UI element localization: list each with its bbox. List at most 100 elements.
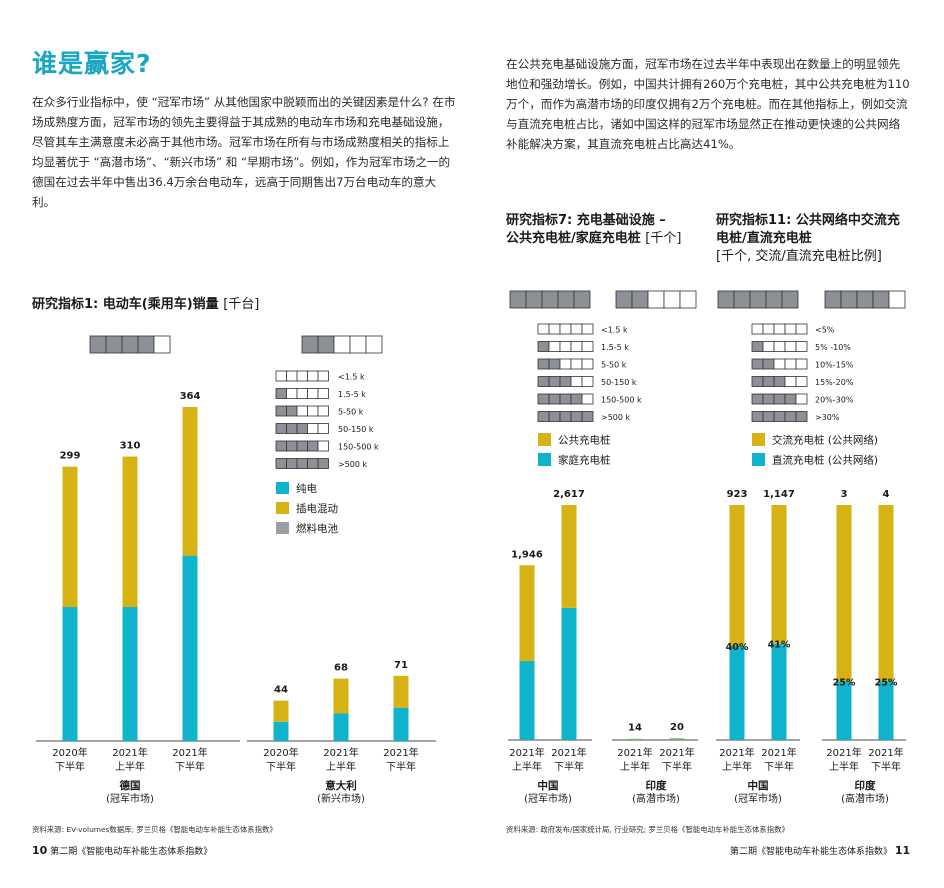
chart1-legend-maturity-1-box [286,388,298,399]
chart1-legend-maturity-4 [275,440,329,452]
chart1-total-label: 71 [394,660,408,671]
chart11-legend-maturity-2-box [751,358,764,370]
chart7-bar-家庭充电桩 [519,660,535,740]
chart11-legend-maturity-5-box [751,411,764,422]
chart11-group-name: 印度 [855,779,876,792]
chart1-legend-maturity-4-box [317,440,329,452]
chart7-maturity-strip-1-box [631,290,649,309]
right-source-note: 资料来源: 政府发布/国家统计局, 行业研究; 罗兰贝格《智能电动车补能生态体系… [506,825,789,834]
chart11-maturity-strip-1-box [824,290,842,309]
chart1-maturity-strip-1-box [317,335,335,354]
chart11-bar-直流充电桩 (公共网络) [878,681,894,740]
chart11-legend-maturity-0-box [795,323,808,335]
chart7-legend-maturity-3 [537,376,594,387]
chart7-legend-label: 家庭充电桩 [558,454,611,467]
chart1-legend-maturity-label: <1.5 k [338,373,365,382]
chart11-legend-maturity-1 [751,341,808,352]
chart11-legend-maturity-1-box [751,341,764,352]
chart7-legend-maturity-4-box [581,393,594,405]
chart11-legend-maturity-0-box [762,323,775,335]
chart7-legend-maturity-1 [537,341,594,352]
chart1-maturity-strip-0 [89,335,171,354]
chart1-legend-maturity-label: 150-500 k [338,443,379,452]
chart11-legend-maturity-1-box [773,341,786,352]
chart11-legend-maturity-3 [751,376,808,387]
chart11-legend-maturity-5-box [795,411,808,422]
chart1-bar-插电混动 [122,456,138,608]
chart11-legend-maturity-2-box [773,358,786,370]
chart11-x-tick: 2021年 [761,746,796,759]
chart7-legend-maturity-3-box [581,376,594,387]
chart7-bar-家庭充电桩 [627,739,643,740]
chart7-x-tick: 上半年 [512,760,542,773]
chart7-legend-maturity-5-box [559,411,572,422]
chart1-legend-swatch [276,502,289,514]
chart1-legend-maturity-1-box [296,388,308,399]
chart1-legend-maturity-label: 5-50 k [338,408,364,417]
chart7-legend-maturity-0-box [581,323,594,335]
chart7-bar-公共充电桩 [561,505,577,608]
chart1-x-tick: 上半年 [115,760,145,773]
chart1-legend-maturity-3-box [286,423,298,434]
chart1-legend-maturity-3-box [275,423,287,434]
chart1-legend-swatch [276,522,289,534]
chart7-maturity-strip-1-box [615,290,633,309]
chart1-legend-maturity-3-box [307,423,319,434]
chart1-legend-maturity-5-box [275,458,287,469]
chart7-legend-swatch [538,433,551,446]
chart11-maturity-strip-1 [824,290,906,309]
chart11-x-tick: 上半年 [722,760,752,773]
chart11-total-label: 1,147 [763,489,795,500]
chart11-group-name: 中国 [748,779,769,792]
chart7-group-name: 中国 [538,779,559,792]
chart1-legend-maturity-0-box [307,370,319,382]
chart7-group-sub: (冠军市场) [524,792,572,805]
chart1-bar-纯电 [122,607,138,741]
chart1-legend-maturity-0-box [296,370,308,382]
chart11-bar-交流充电桩 (公共网络) [771,505,787,644]
chart7-legend-maturity-5-box [548,411,561,422]
chart1-legend-maturity-2-box [307,405,319,417]
chart11-dc-share-label: 41% [768,640,791,651]
chart1-legend-maturity-4-box [275,440,287,452]
chart11-legend-maturity-0-box [773,323,786,335]
chart11-maturity-strip-1-box [872,290,890,309]
chart7-maturity-strip-0-box [541,290,559,309]
chart11-legend-maturity-2-box [762,358,775,370]
chart1-group-name: 意大利 [325,779,357,792]
chart1-legend-maturity-5 [275,458,329,469]
chart1-x-tick: 下半年 [386,760,416,773]
chart1-x-tick: 上半年 [326,760,356,773]
chart7-legend-maturity-1-box [537,341,550,352]
chart7-legend-maturity-label: 150-500 k [601,396,642,405]
chart11-legend-label: 直流充电桩 (公共网络) [772,454,878,467]
chart7-x-tick: 下半年 [554,760,584,773]
chart1-x-tick: 2020年 [263,746,298,759]
chart1-bar-插电混动 [182,407,198,556]
chart7-legend-maturity-0-box [537,323,550,335]
chart7-total-label: 1,946 [511,549,543,560]
chart11-total-label: 923 [727,489,748,500]
chart7-legend-maturity-1-box [559,341,572,352]
right-footer: 第二期《智能电动车补能生态体系指数》 11 [730,844,910,857]
chart7-unit: [千个] [645,231,682,246]
chart11-legend-maturity-label: >30% [815,413,840,422]
chart7-legend-maturity-label: 1.5-5 k [601,343,629,352]
chart1-legend-label: 纯电 [296,482,317,495]
chart1-group-sub: (新兴市场) [317,792,365,805]
chart7-bar-家庭充电桩 [669,739,685,740]
chart1-legend-maturity-3-box [296,423,308,434]
chart1-legend-maturity-label: >500 k [338,460,368,469]
chart7-legend-maturity-1-box [570,341,583,352]
chart11-bar-交流充电桩 (公共网络) [729,505,745,646]
chart1-legend-maturity-5-box [296,458,308,469]
chart7-maturity-strip-0-box [557,290,575,309]
chart11-legend-maturity-5-box [773,411,786,422]
chart1-x-tick: 2021年 [172,746,207,759]
chart11-x-tick: 下半年 [871,760,901,773]
chart7-legend-maturity-5-box [581,411,594,422]
chart1-legend-maturity-0-box [275,370,287,382]
chart11-legend-maturity-label: 5% -10% [815,343,851,352]
chart11-bar-直流充电桩 (公共网络) [836,681,852,740]
right-page-number: 11 [894,844,911,857]
